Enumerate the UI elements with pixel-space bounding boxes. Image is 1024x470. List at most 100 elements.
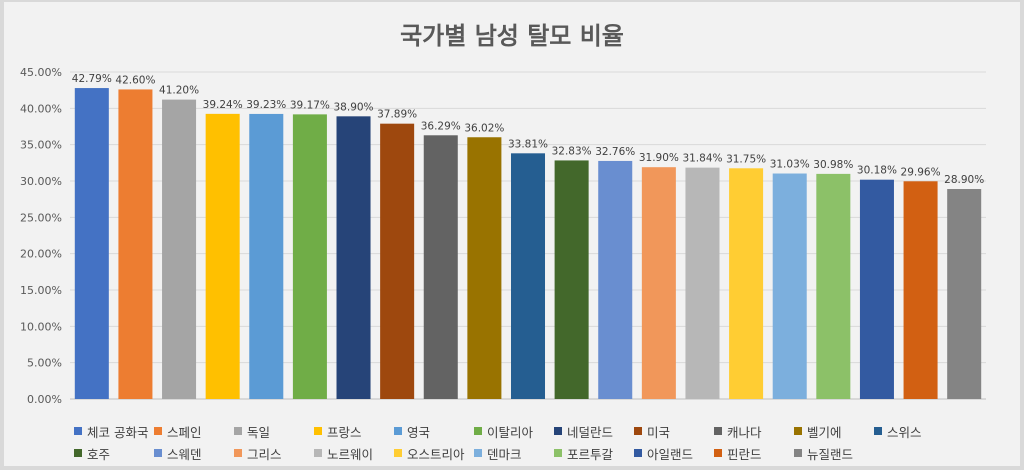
legend-swatch: [634, 427, 642, 435]
legend-label: 포르투갈: [567, 446, 614, 462]
bar: [423, 135, 458, 399]
legend-swatch: [394, 449, 402, 457]
data-label: 31.75%: [726, 153, 766, 165]
y-tick-label: 45.00%: [20, 66, 62, 79]
legend-label: 노르웨이: [327, 446, 374, 462]
legend-row: 체코 공화국 스페인 독일 프랑스 영국 이탈리아 네덜란드 미국 캐나다 벨기에 스위스: [74, 420, 954, 442]
legend-item: 캐나다: [714, 422, 794, 441]
legend-item: 호주: [74, 444, 154, 463]
legend-label: 영국: [407, 424, 431, 440]
legend-label: 뉴질랜드: [807, 446, 854, 462]
legend-item: 독일: [234, 422, 314, 441]
legend-item: 스위스: [874, 422, 954, 441]
y-tick-label: 35.00%: [20, 139, 62, 152]
data-label: 31.90%: [639, 152, 679, 164]
legend-item: 스웨덴: [154, 444, 234, 463]
bar: [336, 116, 371, 400]
legend-item: 네덜란드: [554, 422, 634, 441]
legend-swatch: [74, 427, 82, 435]
bar: [510, 153, 546, 399]
data-label: 31.03%: [770, 159, 810, 171]
legend-item: 프랑스: [314, 422, 394, 441]
legend-swatch: [234, 449, 242, 457]
legend-swatch: [794, 427, 802, 435]
bar-chart: 국가별 남성 탈모 비율 0.00% 5.00% 10.00% 15.00% 20.00…: [20, 22, 986, 406]
data-label: 42.79%: [72, 73, 112, 85]
legend-swatch: [714, 449, 722, 457]
data-label: 28.90%: [944, 174, 984, 186]
data-label: 38.90%: [334, 101, 374, 113]
legend-label: 캐나다: [727, 424, 762, 440]
bar: [380, 123, 415, 399]
bar: [772, 173, 807, 399]
legend-swatch: [154, 449, 162, 457]
bar: [292, 114, 327, 399]
bar: [467, 137, 502, 399]
legend-swatch: [554, 427, 562, 435]
data-label: 31.84%: [682, 153, 722, 165]
legend-item: 오스트리아: [394, 444, 474, 463]
legend-label: 독일: [247, 424, 271, 440]
data-label: 32.83%: [552, 145, 592, 157]
bar: [685, 167, 720, 399]
legend-item: 덴마크: [474, 444, 554, 463]
legend-item: 그리스: [234, 444, 314, 463]
data-label: 39.17%: [290, 99, 330, 111]
data-label: 39.23%: [246, 99, 286, 111]
legend-item: 아일랜드: [634, 444, 714, 463]
legend-swatch: [474, 449, 482, 457]
y-tick-label: 15.00%: [20, 284, 62, 297]
data-label: 39.24%: [203, 99, 243, 111]
legend-swatch: [234, 427, 242, 435]
bar: [816, 173, 851, 399]
chart-area: 국가별 남성 탈모 비율 0.00% 5.00% 10.00% 15.00% 20.00…: [4, 2, 1020, 466]
legend-label: 오스트리아: [407, 446, 465, 462]
legend-label: 아일랜드: [647, 446, 694, 462]
bar: [249, 113, 284, 400]
y-tick-label: 40.00%: [20, 102, 62, 115]
bar: [74, 88, 109, 400]
bar: [162, 99, 197, 399]
data-label: 29.96%: [901, 166, 941, 178]
legend-item: 미국: [634, 422, 714, 441]
legend-item: 노르웨이: [314, 444, 394, 463]
legend-swatch: [474, 427, 482, 435]
legend-swatch: [394, 427, 402, 435]
legend-item: 이탈리아: [474, 422, 554, 441]
legend-label: 호주: [87, 446, 111, 462]
data-label: 42.60%: [115, 74, 155, 86]
legend-swatch: [74, 449, 82, 457]
bar: [118, 89, 153, 399]
y-tick-label: 30.00%: [20, 175, 62, 188]
legend-label: 프랑스: [327, 424, 362, 440]
bar: [205, 113, 240, 399]
data-label: 30.98%: [813, 159, 853, 171]
data-label: 33.81%: [508, 138, 548, 150]
legend-label: 이탈리아: [487, 424, 534, 440]
y-tick-label: 20.00%: [20, 248, 62, 261]
bar: [947, 188, 982, 399]
legend-item: 벨기에: [794, 422, 874, 441]
legend-swatch: [874, 427, 882, 435]
data-label: 30.18%: [857, 165, 897, 177]
bar: [859, 179, 894, 399]
legend-swatch: [794, 449, 802, 457]
legend-item: 포르투갈: [554, 444, 634, 463]
legend-swatch: [154, 427, 162, 435]
legend-label: 벨기에: [807, 424, 842, 440]
data-label: 36.02%: [464, 122, 504, 134]
legend: 체코 공화국 스페인 독일 프랑스 영국 이탈리아 네덜란드 미국 캐나다 벨기에 스위스 호주 스웨덴…: [74, 420, 954, 464]
y-tick-label: 0.00%: [27, 393, 62, 406]
legend-label: 네덜란드: [567, 424, 614, 440]
legend-label: 그리스: [247, 446, 282, 462]
data-label: 36.29%: [421, 120, 461, 132]
y-tick-label: 25.00%: [20, 211, 62, 224]
data-label: 41.20%: [159, 85, 199, 97]
legend-swatch: [634, 449, 642, 457]
legend-item: 뉴질랜드: [794, 444, 874, 463]
legend-label: 덴마크: [487, 446, 522, 462]
legend-swatch: [554, 449, 562, 457]
data-label: 37.89%: [377, 109, 417, 121]
legend-label: 미국: [647, 424, 671, 440]
legend-swatch: [314, 449, 322, 457]
